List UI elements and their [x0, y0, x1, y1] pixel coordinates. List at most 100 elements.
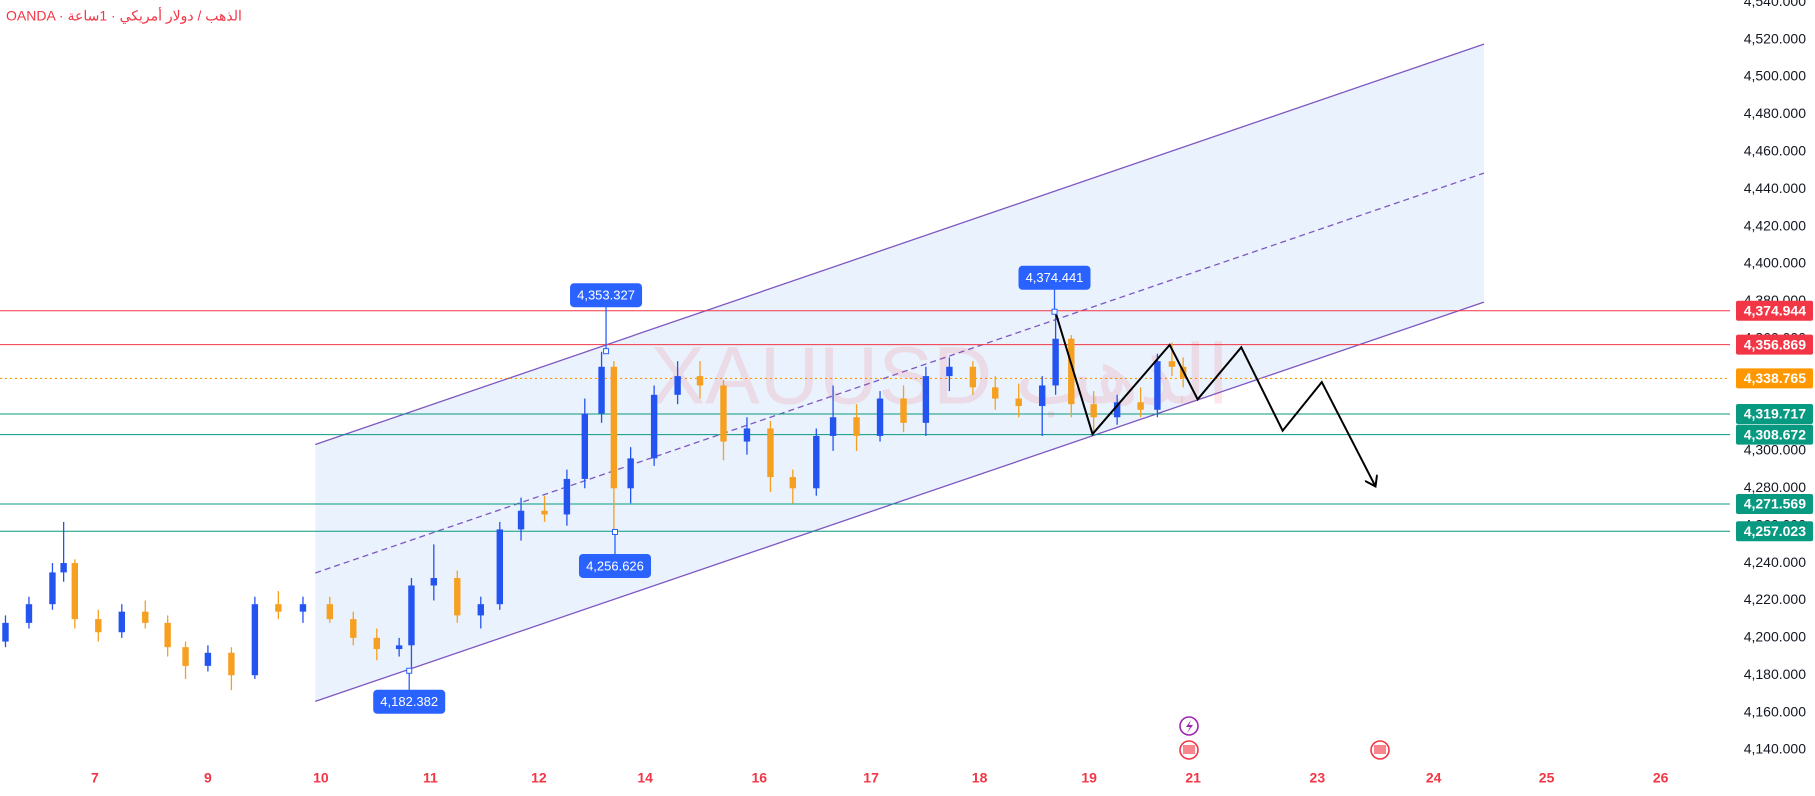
y-tick-label: 4,440.000	[1744, 180, 1806, 196]
candle-body	[627, 458, 634, 489]
price-label-box	[1736, 368, 1813, 389]
y-tick-label: 4,280.000	[1744, 479, 1806, 495]
candle-body	[395, 645, 403, 650]
candle-body	[720, 385, 727, 442]
price-label-box	[1736, 521, 1813, 542]
callout-label: 4,374.441	[1026, 270, 1084, 285]
candle-body	[581, 413, 588, 479]
callout-label: 4,182.382	[380, 694, 438, 709]
candle-body	[430, 578, 438, 586]
price-label-box	[1736, 404, 1813, 425]
candle-body	[408, 585, 415, 646]
channel-upper	[315, 43, 1485, 446]
candle-body	[969, 366, 977, 388]
candle-body	[326, 604, 334, 620]
watermark: XAUUSD الذهب	[650, 331, 1229, 422]
candle-body	[251, 604, 259, 676]
y-tick-label: 4,180.000	[1744, 666, 1806, 682]
candle-body	[696, 376, 704, 386]
x-tick-label: 26	[1653, 770, 1669, 786]
candle-body	[946, 366, 953, 377]
y-tick-label: 4,140.000	[1744, 741, 1806, 757]
y-tick-label: 4,540.000	[1744, 0, 1806, 9]
callout-box	[373, 689, 446, 714]
x-tick-label: 14	[637, 770, 653, 786]
candle-body	[60, 563, 67, 573]
price-label-box	[1736, 494, 1813, 515]
x-tick-label: 18	[972, 770, 988, 786]
price-label-box	[1736, 300, 1813, 321]
candle-body	[71, 563, 79, 620]
candle-body	[767, 428, 774, 478]
candle-body	[563, 478, 571, 515]
callout-label: 4,256.626	[586, 558, 644, 573]
price-label: 4,356.869	[1744, 336, 1806, 352]
callout-point	[603, 348, 610, 355]
candle-body	[1137, 402, 1144, 410]
price-label-box	[1736, 334, 1813, 355]
candle-body	[299, 604, 307, 612]
candle-body	[517, 510, 525, 530]
candle-body	[1168, 361, 1176, 367]
x-tick-label: 25	[1539, 770, 1555, 786]
y-tick-label: 4,300.000	[1744, 442, 1806, 458]
candle-body	[922, 376, 930, 423]
candle-body	[1039, 385, 1046, 407]
callout-box	[570, 283, 643, 308]
price-label: 4,257.023	[1744, 523, 1806, 539]
chart-title: OANDA · الذهب / دولار أمريكي · 1ساعة	[6, 6, 242, 25]
x-tick-label: 10	[313, 770, 329, 786]
candle-body	[496, 529, 503, 605]
main-layer: 4,353.327 4,374.441 4,256.626 4,182.382 4,37…	[2, 265, 1813, 714]
candle-body	[204, 652, 212, 666]
candle-body	[373, 637, 380, 650]
y-tick-label: 4,400.000	[1744, 255, 1806, 271]
x-tick-label: 16	[751, 770, 767, 786]
price-label-box	[1736, 424, 1813, 445]
price-label: 4,374.944	[1744, 302, 1806, 318]
x-tick-label: 9	[204, 770, 212, 786]
candle-body	[164, 622, 171, 648]
x-tick-label: 21	[1185, 770, 1201, 786]
y-tick-label: 4,160.000	[1744, 703, 1806, 719]
callout-point	[1051, 308, 1058, 315]
channel-middle	[315, 172, 1485, 574]
event-icons	[1179, 716, 1390, 760]
x-tick-label: 7	[91, 770, 99, 786]
candle-body	[900, 398, 907, 423]
x-tick-label: 19	[1081, 770, 1097, 786]
candle-body	[743, 428, 751, 442]
candle-body	[95, 619, 102, 633]
candle-body	[1090, 404, 1097, 418]
callout-box	[1018, 265, 1091, 290]
candle-body	[477, 604, 484, 616]
candle-body	[1052, 338, 1059, 386]
candle-body	[992, 387, 999, 399]
y-tick-label: 4,500.000	[1744, 68, 1806, 84]
callout-box	[578, 553, 651, 578]
candle-body	[1113, 402, 1121, 418]
candle-body	[610, 366, 618, 489]
event-icon-glyph	[1186, 720, 1193, 733]
price-label: 4,308.672	[1744, 426, 1806, 442]
candle-body	[1154, 361, 1161, 410]
event-icon-glyph	[1183, 745, 1195, 754]
candle-body	[118, 611, 125, 633]
y-tick-label: 4,240.000	[1744, 554, 1806, 570]
x-tick-label: 17	[863, 770, 879, 786]
candle-body	[182, 647, 189, 666]
candle-body	[454, 578, 461, 616]
y-tick-label: 4,200.000	[1744, 629, 1806, 645]
x-tick-label: 11	[423, 770, 438, 786]
price-label: 4,338.765	[1744, 370, 1806, 386]
y-tick-label: 4,220.000	[1744, 591, 1806, 607]
candle-body	[228, 652, 235, 676]
candle-body	[789, 477, 797, 489]
callout-point	[611, 528, 618, 535]
candle-body	[25, 604, 33, 623]
candle-body	[2, 622, 9, 642]
candle-body	[142, 611, 149, 623]
projection-path	[1054, 312, 1376, 487]
